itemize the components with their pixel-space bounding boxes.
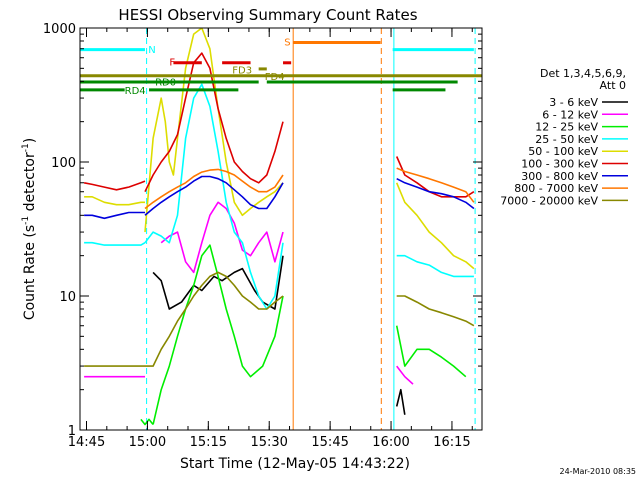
legend-entry-label-1: 6 - 12 keV [542, 108, 598, 121]
flag-bars: N F FD3 S FD4 RD0 RD4 [80, 38, 482, 97]
legend-entry-label-5: 100 - 300 keV [521, 158, 598, 171]
y-tick-label-2: 100 [51, 156, 76, 171]
flag-label-3: S [284, 38, 290, 49]
y-axis-label-part-3: ) [22, 138, 38, 143]
legend-entry-label-2: 12 - 25 keV [535, 121, 598, 134]
series-line-3-seg-0 [84, 241, 146, 246]
series-line-1-seg-1 [160, 201, 284, 274]
legend-entry-label-7: 800 - 7000 keV [514, 182, 598, 195]
footer-timestamp: 24-Mar-2010 08:35 [560, 467, 637, 476]
flag-label-0: N [148, 45, 155, 56]
flag-label-4: FD4 [265, 72, 285, 83]
x-tick-label-3: 15:30 [250, 435, 287, 450]
y-axis: 1 10 100 1000 [43, 22, 482, 439]
series-line-3-seg-2 [396, 254, 474, 278]
series-line-2-seg-1 [152, 244, 284, 425]
x-axis-label: Start Time (12-May-05 14:43:22) [180, 456, 410, 472]
y-axis-label-part-1: Count Rate (s [22, 225, 38, 320]
x-axis: 14:45 15:00 15:15 15:30 15:45 16:00 16:15 [68, 28, 473, 450]
legend-entry-label-3: 25 - 50 keV [535, 133, 598, 146]
x-tick-label-2: 15:15 [190, 435, 227, 450]
plot-frame [79, 27, 483, 431]
series-line-6-seg-0 [84, 211, 145, 220]
series-line-6-seg-2 [396, 177, 475, 210]
series-line-5-seg-2 [395, 156, 475, 198]
series-line-4-seg-2 [395, 182, 475, 270]
flag-label-1: F [169, 58, 175, 69]
series-line-0-seg-0 [152, 255, 284, 310]
legend-entry-label-4: 50 - 100 keV [528, 145, 598, 158]
x-tick-label-0: 14:45 [68, 435, 105, 450]
legend-title-line-0: Det 1,3,4,5,6,9, [540, 67, 626, 80]
series-line-7-seg-1 [396, 167, 475, 203]
legend-entry-label-6: 300 - 800 keV [521, 170, 598, 183]
series-line-4-seg-1 [144, 28, 284, 233]
legend-title-line-1: Att 0 [600, 79, 626, 92]
y-tick-label-1: 10 [59, 290, 76, 305]
y-tick-label-0: 1 [68, 424, 76, 439]
series-line-0-seg-1 [395, 388, 406, 415]
y-tick-label-3: 1000 [43, 22, 76, 37]
x-tick-label-5: 16:00 [372, 435, 409, 450]
series-line-2-seg-2 [395, 325, 467, 378]
series-line-3-seg-1 [144, 83, 284, 310]
series-line-1-seg-2 [396, 365, 414, 385]
series-line-7-seg-0 [144, 168, 284, 210]
y-axis-label-sup-1: -1 [21, 216, 31, 225]
series-line-8-seg-2 [396, 295, 475, 327]
series-line-8-seg-1 [145, 271, 284, 367]
flag-label-6: RD4 [125, 86, 146, 97]
series-lines [83, 28, 475, 426]
x-tick-label-1: 15:00 [129, 435, 166, 450]
vertical-markers [146, 28, 476, 430]
series-line-4-seg-0 [84, 196, 145, 206]
flag-label-5: RD0 [155, 77, 176, 88]
flag-label-2: FD3 [232, 66, 252, 77]
series-line-5-seg-0 [83, 180, 146, 191]
y-axis-label-part-2: detector [22, 152, 38, 216]
x-tick-label-6: 16:15 [433, 435, 470, 450]
y-axis-label: Count Rate (s-1 detector-1) [21, 138, 38, 320]
y-axis-label-sup-2: -1 [21, 143, 31, 152]
series-line-6-seg-1 [144, 175, 284, 216]
legend-entry-label-8: 7000 - 20000 keV [500, 194, 598, 207]
legend-entry-label-0: 3 - 6 keV [549, 96, 598, 109]
chart-title: HESSI Observing Summary Count Rates [118, 6, 417, 24]
x-tick-label-4: 15:45 [311, 435, 348, 450]
